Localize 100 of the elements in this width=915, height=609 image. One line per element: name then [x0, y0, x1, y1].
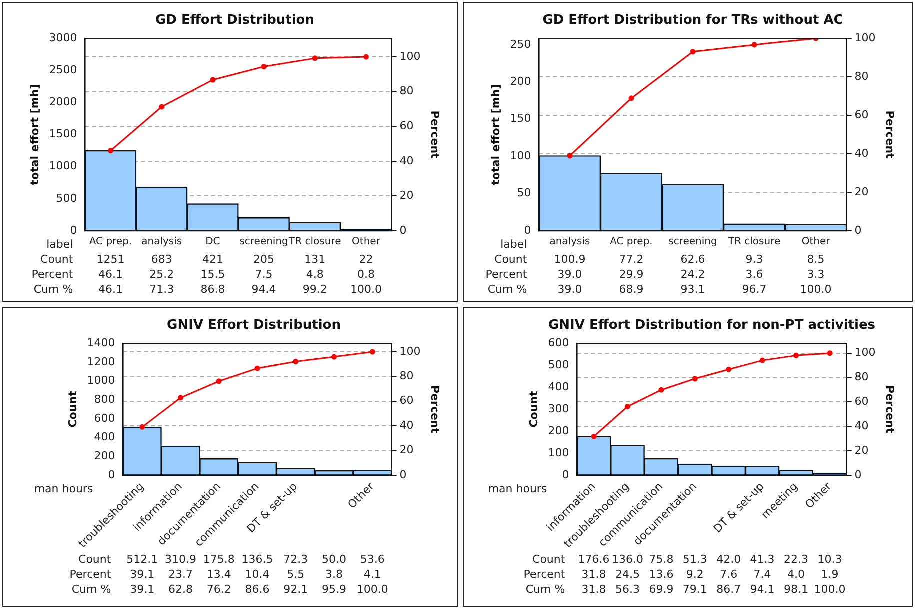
data-label: 86.8 [200, 282, 226, 296]
data-label: 76.2 [206, 582, 232, 596]
text: 5.5 [287, 568, 305, 581]
y2-tick-label: 80 [400, 84, 414, 98]
point [159, 104, 165, 110]
y2-tick-label: 60 [400, 394, 414, 408]
y-tick-label: 250 [510, 38, 532, 51]
data-label: 8.5 [807, 252, 825, 266]
y-tick-label: 1000 [87, 374, 116, 388]
text: 31.8 [582, 568, 606, 581]
text: 15.5 [200, 268, 226, 281]
y2-tick-label: 0 [400, 224, 407, 237]
x-tick-label: Other [352, 236, 382, 248]
data-label: 94.1 [750, 582, 775, 596]
y-tick-label: 600 [94, 412, 116, 425]
point [591, 434, 597, 440]
text: Count [532, 552, 566, 566]
point [692, 376, 698, 382]
chart-title: GD Effort Distribution [156, 13, 314, 28]
y-tick-label: 500 [548, 358, 570, 372]
text: 24.5 [615, 568, 640, 581]
y2-tick-label: 100 [400, 344, 421, 358]
data-label: 310.9 [165, 552, 197, 566]
text: 4.0 [788, 568, 806, 581]
y2-axis-title: Percent [884, 110, 897, 159]
text: 3.3 [807, 268, 825, 281]
x-tick-label: TR closure [727, 236, 781, 248]
text: 46.1 [98, 268, 123, 281]
data-label: 69.9 [649, 582, 674, 596]
point [216, 378, 222, 384]
y2-tick-label: 0 [400, 468, 407, 482]
y2-tick-label: 60 [400, 119, 414, 132]
y-tick-label: 0 [108, 468, 116, 482]
point [108, 148, 114, 154]
data-label: 136.0 [612, 552, 644, 566]
data-label: 53.6 [360, 552, 385, 566]
y2-tick-label: 40 [854, 419, 869, 432]
data-label: 96.7 [742, 282, 767, 296]
point [331, 354, 337, 360]
data-label: 51.3 [682, 552, 708, 566]
y-tick-label: 100 [510, 149, 532, 162]
y2-tick-label: 60 [854, 108, 869, 122]
data-label: 175.8 [203, 552, 235, 566]
data-label: 39.1 [130, 582, 155, 596]
text: 29.9 [619, 268, 644, 281]
point [140, 424, 146, 430]
y2-tick-label: 80 [854, 70, 869, 83]
data-label: 56.3 [615, 582, 640, 596]
text: 0.8 [358, 268, 376, 281]
point [364, 54, 370, 60]
x-tick-label: Other [802, 236, 832, 248]
y-tick-label: 1500 [49, 128, 78, 141]
y-tick-label: 2000 [49, 96, 78, 109]
data-label: 41.3 [750, 552, 775, 566]
y-axis-title: Count [527, 391, 540, 428]
text: 23.7 [168, 568, 194, 581]
y2-axis-title: Percent [428, 386, 442, 434]
y-tick-label: 0 [524, 224, 532, 237]
data-label: 39.0 [558, 282, 582, 296]
data-label: 86.6 [245, 582, 270, 596]
text: Count [78, 552, 112, 566]
text: 4.1 [364, 568, 382, 581]
y-tick-label: 1000 [49, 160, 78, 173]
x-tick-label: AC prep. [610, 236, 653, 248]
y2-tick-label: 20 [854, 444, 869, 457]
data-label: 50.0 [322, 552, 346, 566]
y-tick-label: 100 [548, 446, 570, 460]
y2-tick-label: 0 [854, 224, 862, 237]
data-label: 99.2 [302, 282, 328, 296]
point [312, 56, 318, 62]
data-label: 92.1 [284, 582, 308, 596]
y-tick-label: 600 [548, 336, 570, 350]
x-tick-label: screening [240, 236, 288, 248]
data-label: 31.8 [582, 582, 606, 596]
text: 24.2 [680, 268, 706, 281]
point [827, 350, 833, 356]
text: 4.8 [306, 268, 324, 281]
data-label: 22 [359, 252, 374, 266]
y-tick-label: 50 [517, 186, 532, 200]
y2-tick-label: 80 [400, 370, 414, 383]
text: 39.0 [558, 268, 582, 281]
y2-tick-label: 20 [400, 444, 414, 457]
data-label: 98.1 [784, 582, 809, 596]
text: man hours [488, 482, 548, 496]
point [628, 96, 634, 102]
text: Cum % [72, 582, 112, 596]
point [293, 358, 299, 364]
y-tick-label: 500 [56, 192, 78, 205]
data-label: 71.3 [150, 282, 174, 296]
text: Cum % [526, 582, 566, 596]
point [370, 349, 376, 355]
y-tick-label: 3000 [49, 31, 78, 44]
x-tick-label: DC [206, 236, 220, 248]
text: 39.1 [130, 568, 155, 581]
y2-tick-label: 100 [854, 346, 876, 360]
text: 7.5 [255, 268, 273, 281]
y-tick-label: 1400 [87, 336, 116, 350]
text: 7.4 [754, 568, 772, 581]
data-label: 176.6 [578, 552, 610, 566]
x-tick-label: AC prep. [89, 236, 132, 248]
